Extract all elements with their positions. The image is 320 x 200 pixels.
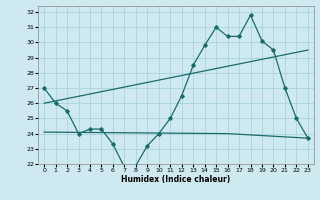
X-axis label: Humidex (Indice chaleur): Humidex (Indice chaleur) xyxy=(121,175,231,184)
